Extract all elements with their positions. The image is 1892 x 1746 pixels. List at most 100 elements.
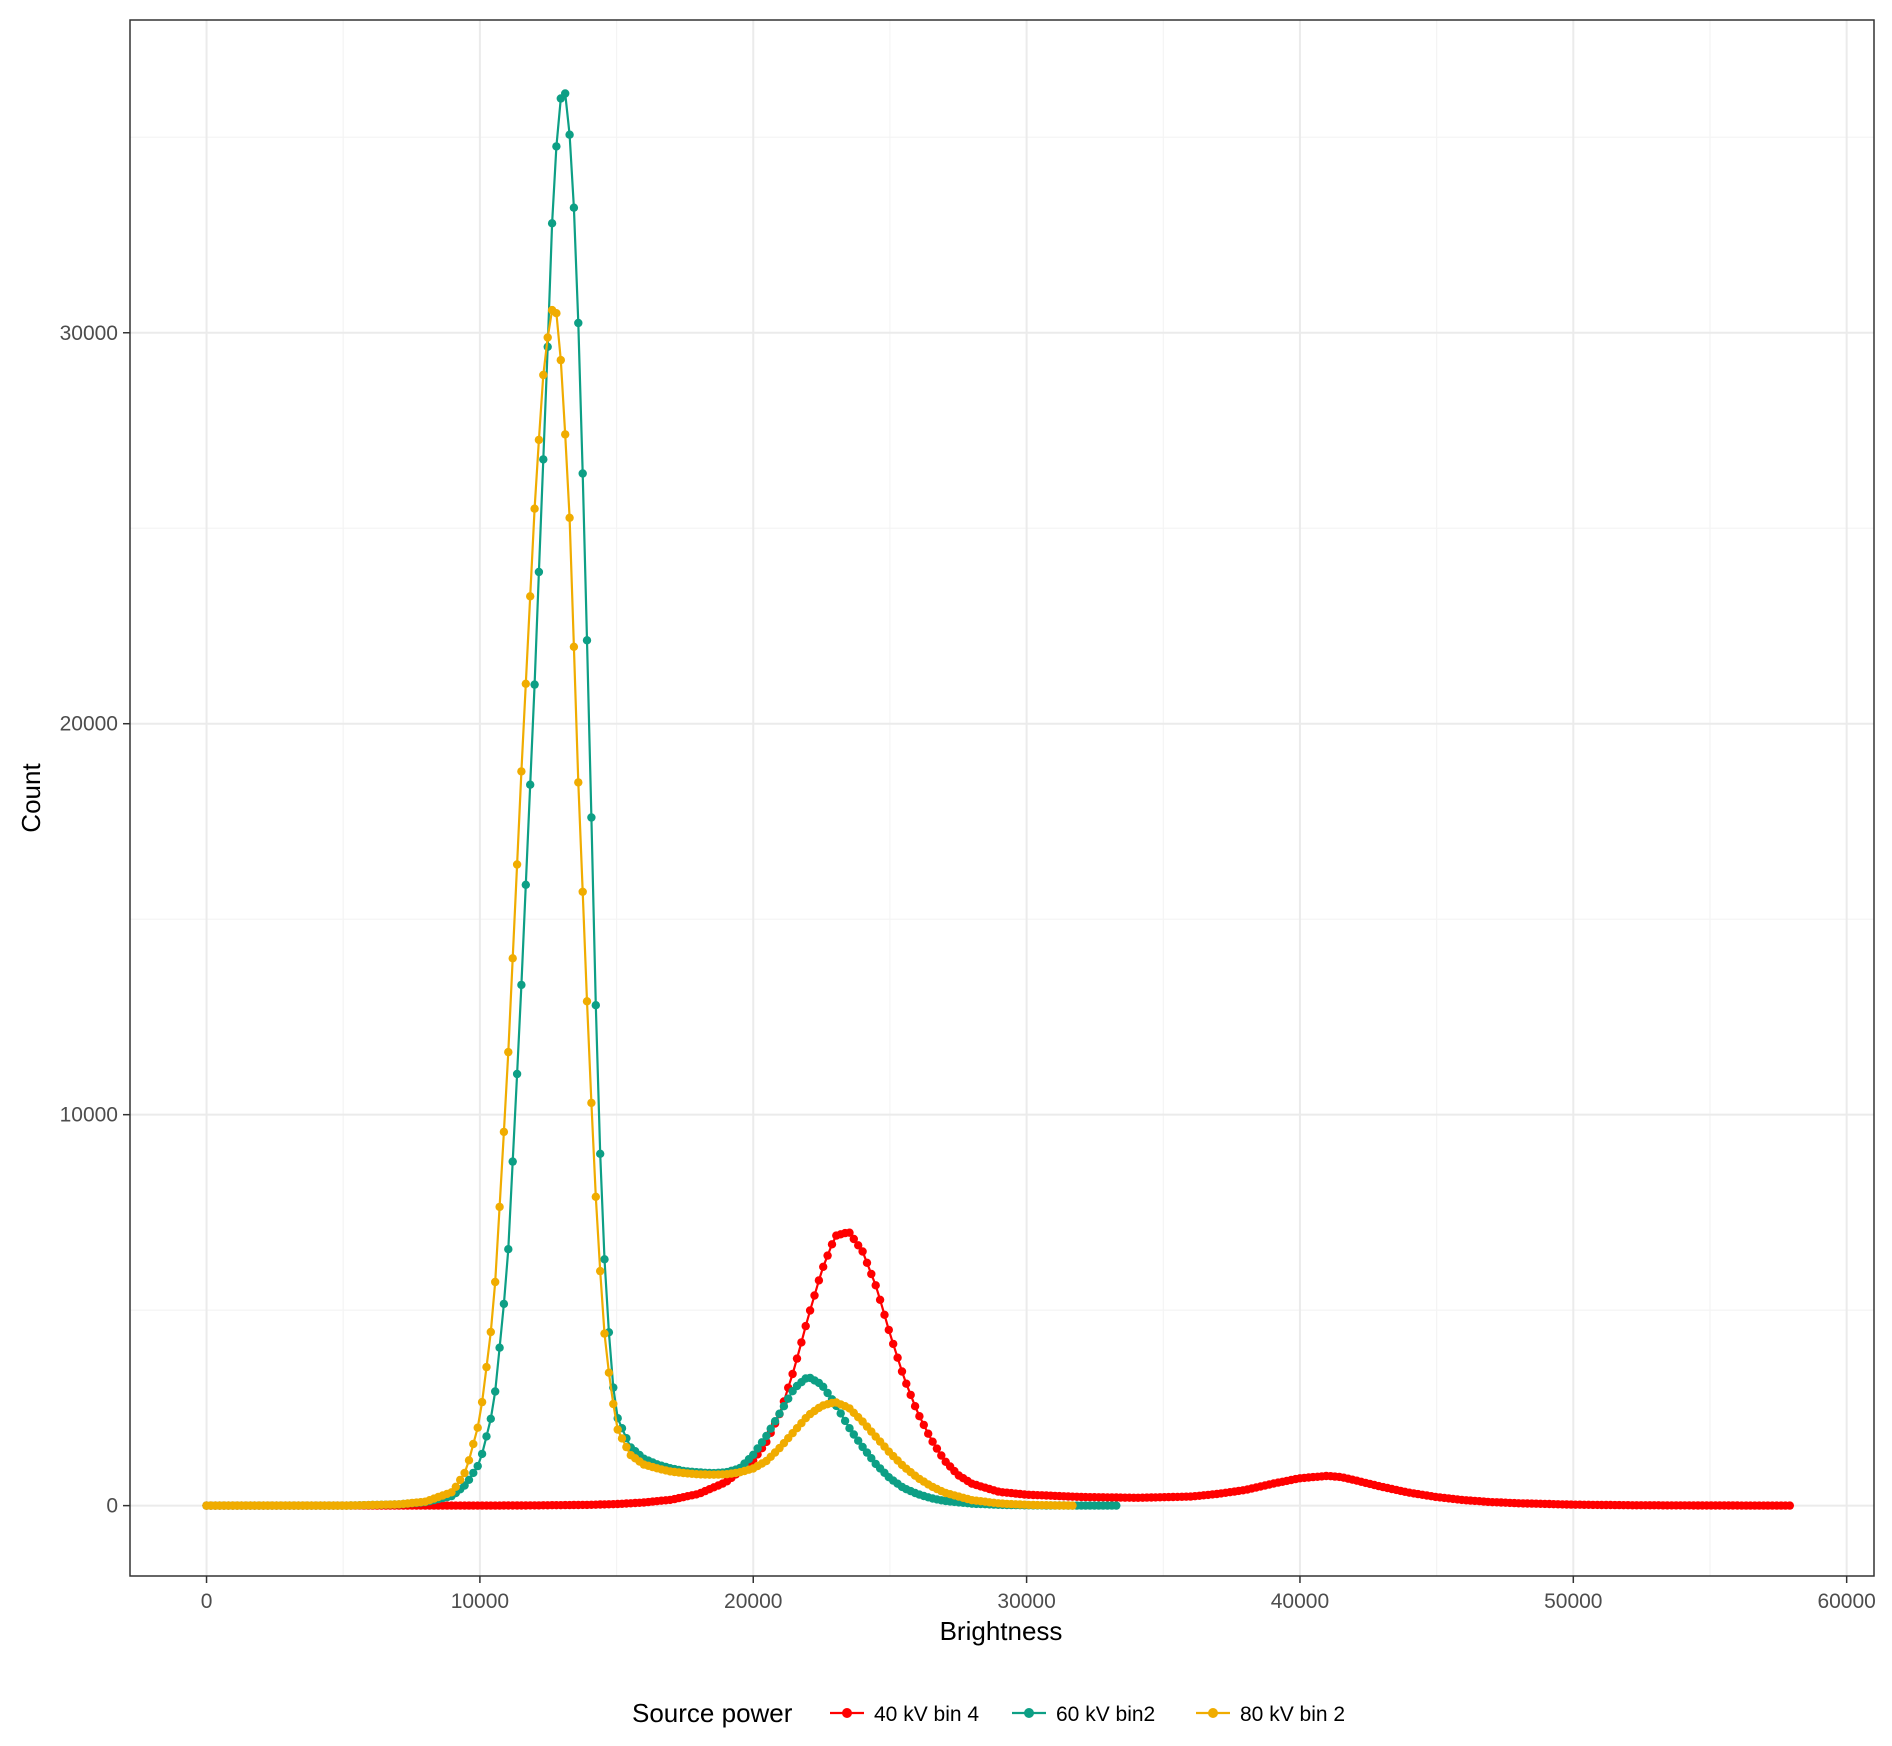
data-point xyxy=(569,642,579,651)
data-point xyxy=(512,1069,522,1079)
data-point xyxy=(561,89,570,98)
data-point xyxy=(1068,1501,1077,1510)
data-point xyxy=(928,1437,937,1446)
data-point xyxy=(482,1432,491,1441)
data-point xyxy=(591,1192,600,1202)
legend-key-point xyxy=(1208,1708,1218,1718)
data-point xyxy=(880,1310,889,1320)
data-point xyxy=(530,504,539,513)
data-point xyxy=(534,435,544,445)
data-point xyxy=(464,1456,474,1465)
data-point xyxy=(526,592,535,601)
data-point xyxy=(565,130,574,139)
legend-key-point xyxy=(1024,1708,1034,1718)
legend-keys: 40 kV bin 4 60 kV bin2 80 kV bin 2 xyxy=(830,1703,1345,1726)
data-point xyxy=(508,1157,517,1166)
data-point xyxy=(849,1430,858,1439)
panel-border xyxy=(129,19,1875,1577)
data-point xyxy=(753,1444,762,1453)
data-point xyxy=(473,1461,482,1471)
y-tick-label: 0 xyxy=(106,1495,118,1518)
data-point xyxy=(464,1475,474,1485)
data-point xyxy=(854,1241,863,1250)
data-point xyxy=(491,1387,500,1396)
data-point xyxy=(543,333,552,342)
data-point xyxy=(766,1424,775,1433)
y-tick-label: 30000 xyxy=(60,322,118,345)
data-point xyxy=(613,1425,622,1434)
data-point xyxy=(915,1412,924,1421)
legend-label: 80 kV bin 2 xyxy=(1240,1703,1345,1726)
data-point xyxy=(486,1414,495,1424)
data-point xyxy=(609,1399,618,1409)
data-point xyxy=(521,679,530,688)
data-point xyxy=(862,1258,872,1268)
data-point xyxy=(902,1379,911,1388)
data-point xyxy=(477,1449,487,1459)
data-point xyxy=(867,1454,876,1463)
data-point xyxy=(757,1438,767,1447)
data-point xyxy=(893,1353,902,1362)
legend-label: 40 kV bin 4 xyxy=(874,1703,979,1726)
x-tick-label: 50000 xyxy=(1544,1590,1602,1613)
data-point xyxy=(561,430,570,439)
data-point xyxy=(867,1269,876,1279)
y-axis-title: Count xyxy=(16,763,46,833)
data-point xyxy=(582,997,592,1006)
x-axis-title: Brightness xyxy=(940,1616,1063,1646)
x-tick-label: 60000 xyxy=(1817,1590,1875,1613)
data-point xyxy=(587,1098,596,1108)
data-point xyxy=(495,1343,504,1352)
data-point xyxy=(788,1369,797,1379)
data-point xyxy=(565,513,574,522)
legend: Source power 40 kV bin 4 60 kV bin2 80 kV … xyxy=(632,1698,1345,1728)
data-point xyxy=(587,813,596,822)
data-point xyxy=(845,1228,854,1237)
data-point xyxy=(762,1431,771,1441)
plot-series xyxy=(202,89,1795,1510)
data-point xyxy=(784,1394,793,1403)
data-point xyxy=(517,767,526,776)
y-tick-label: 10000 xyxy=(60,1104,118,1127)
data-point xyxy=(547,219,557,228)
data-point xyxy=(836,1409,845,1418)
data-point xyxy=(924,1429,933,1438)
y-tick-label: 20000 xyxy=(60,713,118,736)
data-point xyxy=(495,1202,504,1212)
x-tick-label: 20000 xyxy=(724,1590,782,1613)
data-point xyxy=(504,1047,513,1057)
data-point xyxy=(591,1001,600,1010)
data-point xyxy=(1785,1501,1795,1510)
x-tick-label: 40000 xyxy=(1271,1590,1329,1613)
data-point xyxy=(810,1291,819,1300)
data-point xyxy=(491,1277,500,1287)
data-point xyxy=(574,778,583,787)
legend-item: 40 kV bin 4 xyxy=(830,1703,979,1726)
data-point xyxy=(897,1367,907,1376)
data-point xyxy=(819,1262,828,1272)
data-point xyxy=(932,1444,942,1453)
data-point xyxy=(556,355,565,365)
data-point xyxy=(451,1482,460,1492)
data-point xyxy=(477,1397,487,1407)
data-point xyxy=(749,1450,758,1460)
data-point xyxy=(797,1338,806,1347)
data-point xyxy=(596,1149,605,1159)
data-point xyxy=(823,1388,832,1398)
data-point xyxy=(482,1362,491,1372)
data-point xyxy=(871,1281,880,1290)
data-point xyxy=(460,1468,469,1478)
data-point xyxy=(840,1416,850,1426)
data-point xyxy=(617,1434,627,1443)
data-point xyxy=(469,1468,478,1478)
data-point xyxy=(530,680,539,689)
data-point xyxy=(827,1240,837,1249)
data-point xyxy=(578,469,587,478)
data-point xyxy=(552,142,561,151)
data-point xyxy=(779,1402,789,1411)
legend-title: Source power xyxy=(632,1698,793,1728)
data-point xyxy=(849,1234,858,1244)
legend-label: 60 kV bin2 xyxy=(1056,1703,1155,1726)
series-80-kv-bin-2 xyxy=(202,305,1077,1510)
